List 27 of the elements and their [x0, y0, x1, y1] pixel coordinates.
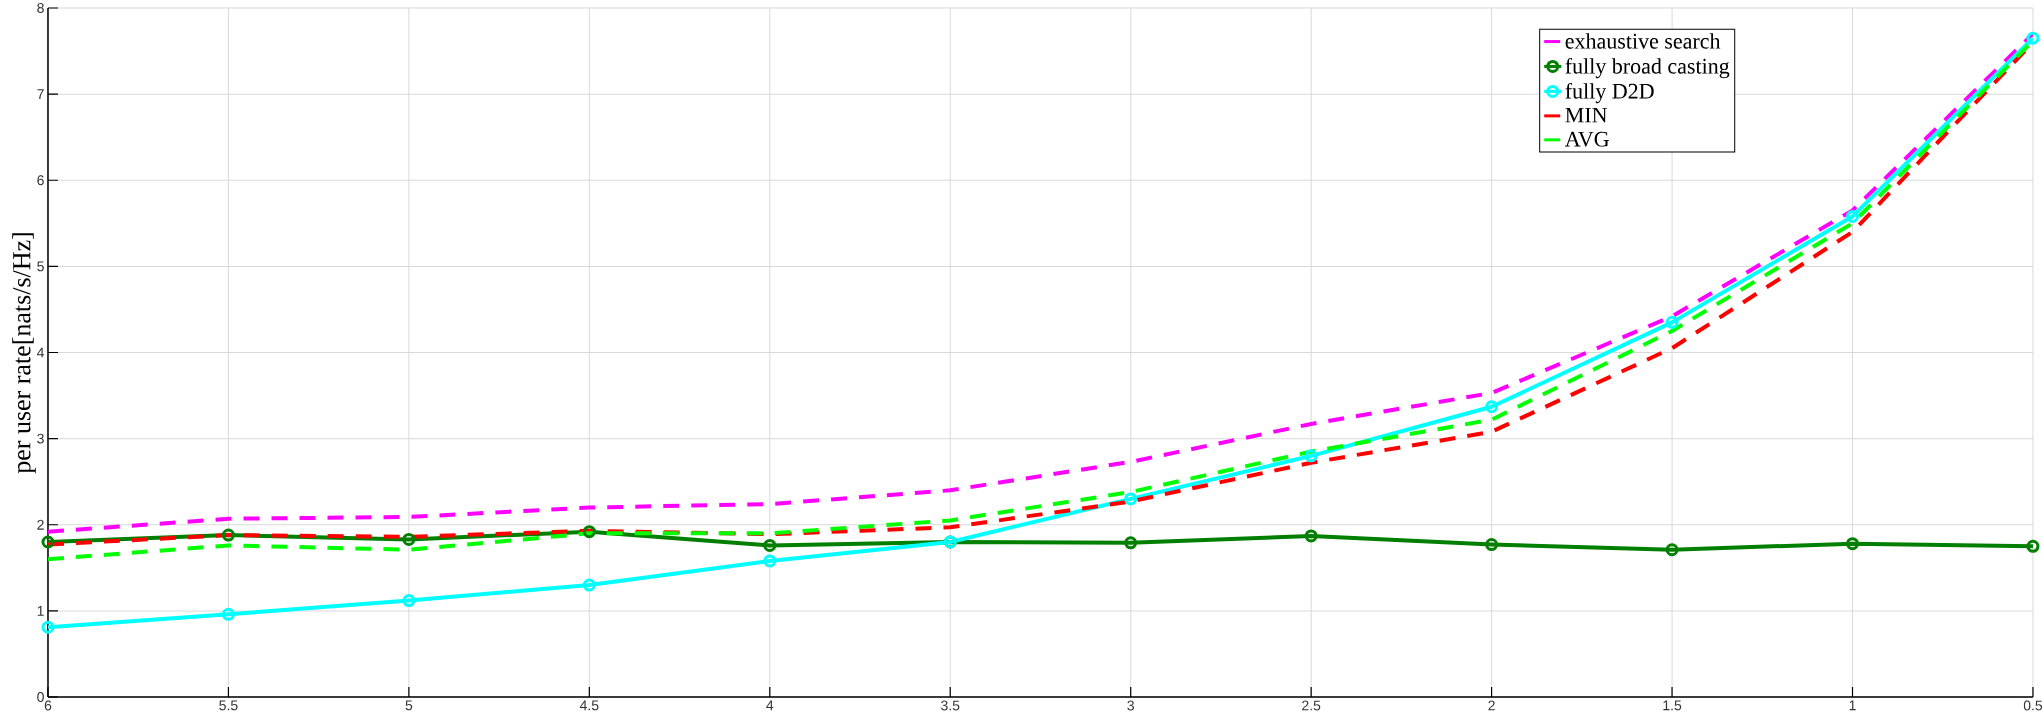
- legend-label: fully broad casting: [1565, 57, 1730, 79]
- x-tick-label: 5: [405, 700, 413, 711]
- x-tick-label: 2.5: [1302, 700, 1321, 711]
- legend-label: MIN: [1565, 107, 1608, 123]
- y-tick-label: 3: [37, 433, 44, 444]
- y-tick-label: 7: [37, 89, 44, 99]
- y-tick-label: 0: [37, 692, 44, 702]
- x-tick-label: 1: [1849, 700, 1856, 711]
- x-tick-label: 2: [1488, 700, 1495, 711]
- x-tick-label: 5.5: [219, 700, 238, 711]
- x-tick-label: 1.5: [1663, 700, 1682, 711]
- y-tick-label: 6: [37, 175, 44, 186]
- y-axis-title: per user rate[nats/s/Hz]: [12, 233, 36, 474]
- y-tick-label: 5: [37, 261, 44, 272]
- legend-label: fully D2D: [1565, 82, 1654, 104]
- x-tick-label: 0.5: [2023, 700, 2042, 711]
- y-tick-label: 8: [37, 3, 44, 13]
- x-tick-label: 4.5: [579, 700, 599, 711]
- x-tick-label: 4: [766, 700, 774, 711]
- y-tick-label: 2: [37, 519, 44, 530]
- x-tick-label: 6: [44, 700, 52, 711]
- legend-label: exhaustive search: [1565, 33, 1721, 49]
- x-tick-label: 3: [1127, 700, 1134, 711]
- y-tick-label: 4: [36, 347, 45, 358]
- y-tick-label: 1: [37, 606, 44, 616]
- x-tick-label: 3.5: [941, 700, 960, 711]
- legend-label: AVG: [1564, 131, 1609, 147]
